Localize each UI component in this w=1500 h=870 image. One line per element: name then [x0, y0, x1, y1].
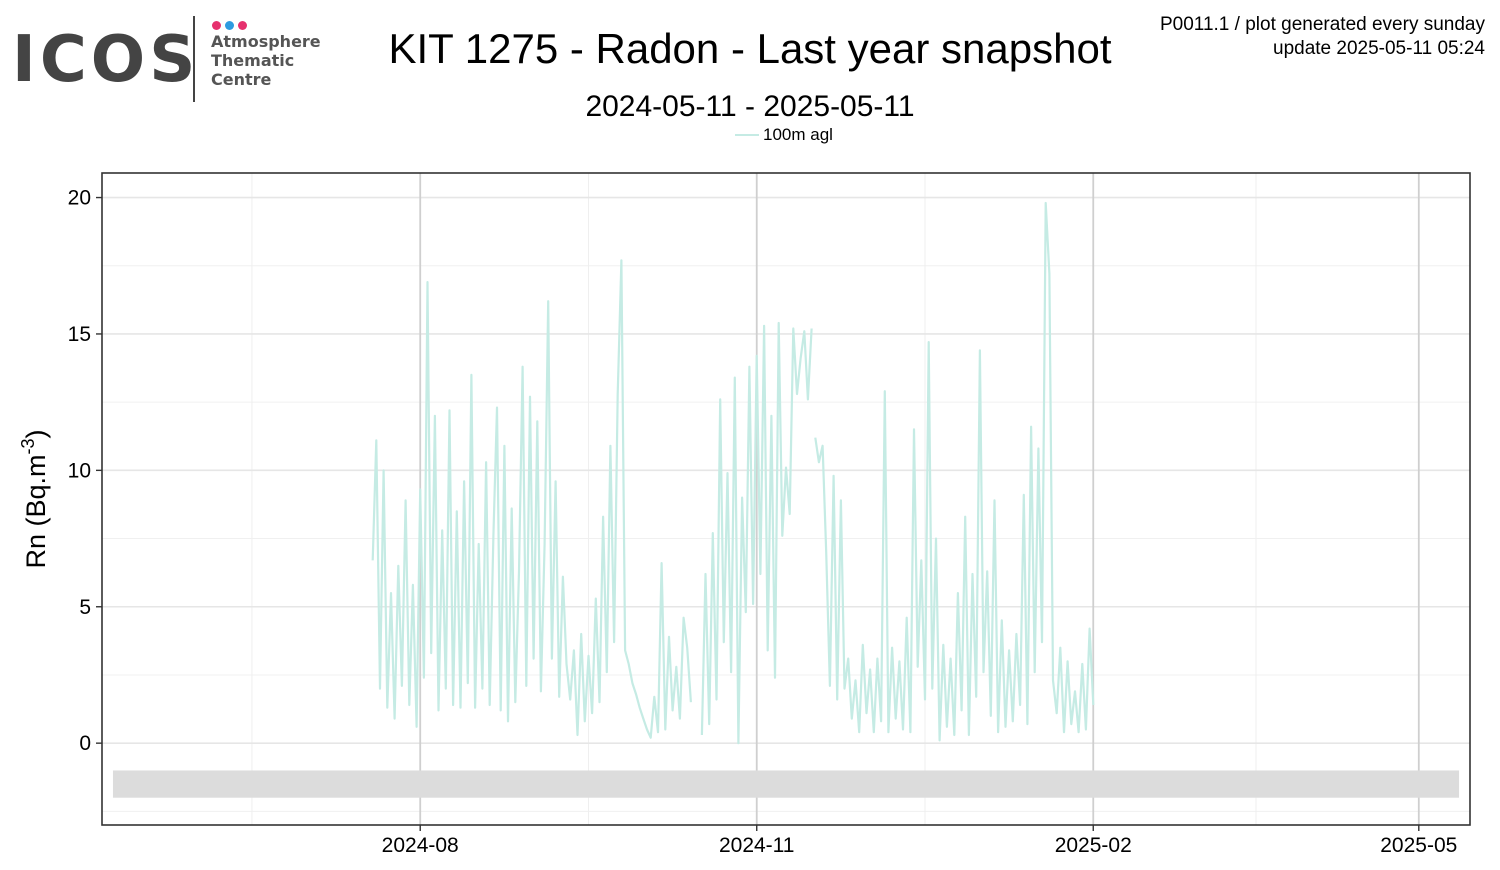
- icos-logo: ICOS Atmosphere Thematic Centre: [12, 14, 332, 106]
- y-axis-label-main: Rn (Bq.m: [21, 454, 51, 568]
- series-line-100m-agl: [371, 259, 692, 739]
- plot-border: [101, 172, 1471, 826]
- logo-dots: [212, 17, 251, 30]
- series-line-100m-agl: [700, 321, 813, 745]
- logo-subtitle: Atmosphere Thematic Centre: [211, 32, 321, 89]
- plot-metadata: P0011.1 / plot generated every sunday up…: [1160, 13, 1485, 61]
- logo-line-thematic: Thematic: [211, 51, 295, 70]
- logo-dot-1: [212, 21, 221, 30]
- axis-layer: 0 5 10 15 20 2024-08 2024-11 2025-02 2025-05: [68, 187, 1458, 857]
- logo-dot-2: [225, 21, 234, 30]
- flag-layer: [112, 770, 1460, 798]
- chart-subtitle: 2024-05-11 - 2025-05-11: [585, 90, 915, 123]
- y-tick-label: 10: [68, 459, 91, 482]
- logo-line-centre: Centre: [211, 70, 272, 89]
- flag-band: [112, 770, 1460, 798]
- x-tick-label: 2024-08: [382, 834, 459, 857]
- plot-background: [102, 173, 1470, 825]
- logo-dot-3: [238, 21, 247, 30]
- plot-id-note: P0011.1 / plot generated every sunday: [1160, 14, 1485, 35]
- logo-divider: [193, 16, 195, 102]
- y-axis-label-close: ): [21, 429, 51, 438]
- x-tick-label: 2025-02: [1055, 834, 1132, 857]
- y-tick-label: 20: [68, 187, 91, 210]
- legend-swatch: [735, 134, 759, 136]
- series-layer: [371, 201, 1095, 745]
- chart-title: KIT 1275 - Radon - Last year snapshot: [388, 25, 1112, 72]
- y-tick-label: 5: [79, 596, 91, 619]
- y-axis-label: Rn (Bq.m-3): [18, 429, 51, 568]
- grid-minor: [102, 173, 1470, 825]
- logo-line-atmosphere: Atmosphere: [211, 32, 321, 51]
- x-tick-label: 2025-05: [1380, 834, 1457, 857]
- y-tick-label: 0: [79, 732, 91, 755]
- x-tick-label: 2024-11: [719, 834, 795, 857]
- y-tick-label: 15: [68, 323, 91, 346]
- legend-label: 100m agl: [763, 125, 833, 144]
- logo-wordmark: ICOS: [12, 23, 200, 97]
- update-timestamp: update 2025-05-11 05:24: [1273, 38, 1485, 59]
- y-axis-label-exponent: -3: [18, 438, 38, 454]
- series-line-100m-agl: [814, 201, 1095, 742]
